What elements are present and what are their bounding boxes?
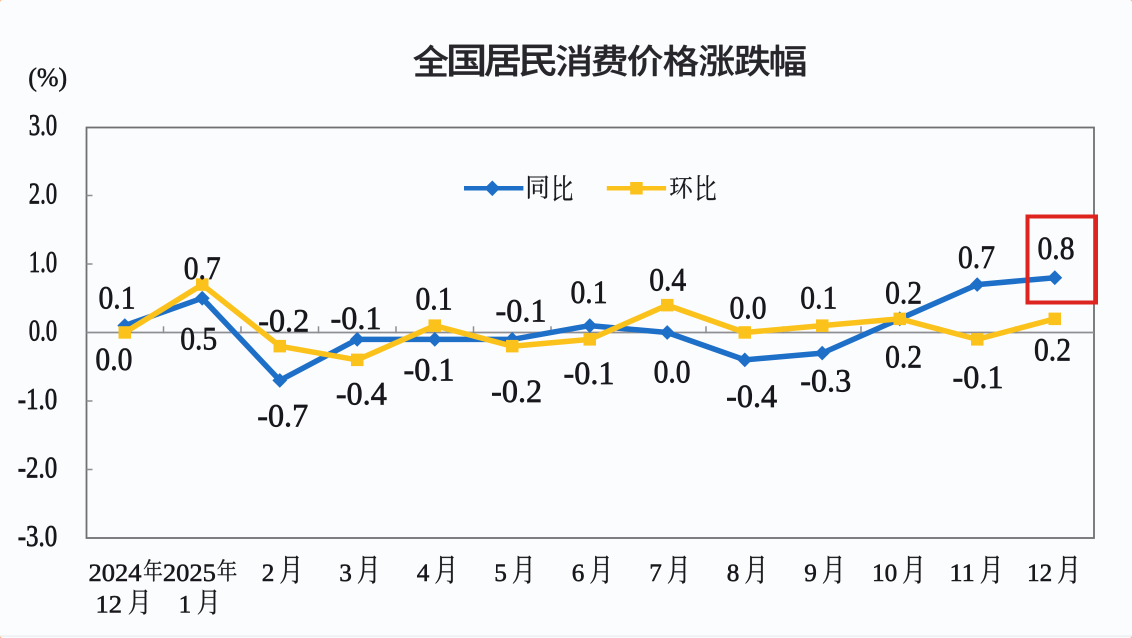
svg-text:0.1: 0.1 [571, 275, 608, 311]
svg-text:0.7: 0.7 [958, 240, 995, 276]
svg-text:-0.3: -0.3 [800, 363, 851, 399]
svg-text:0.5: 0.5 [180, 321, 217, 357]
svg-text:-0.1: -0.1 [496, 293, 547, 329]
svg-text:12: 12 [96, 591, 123, 619]
svg-text:0.1: 0.1 [99, 280, 136, 316]
svg-text:-0.4: -0.4 [726, 379, 777, 415]
svg-text:0.0: 0.0 [730, 291, 767, 327]
svg-text:-0.2: -0.2 [258, 303, 309, 339]
svg-text:0.8: 0.8 [1038, 231, 1075, 267]
svg-text:-3.0: -3.0 [18, 518, 58, 553]
svg-text:6: 6 [572, 559, 585, 587]
svg-text:11: 11 [950, 559, 975, 587]
svg-text:0.2: 0.2 [885, 275, 922, 311]
svg-text:9: 9 [804, 559, 817, 587]
svg-text:0.0: 0.0 [29, 313, 58, 348]
svg-text:2025: 2025 [163, 559, 216, 587]
svg-text:0.0: 0.0 [95, 342, 132, 378]
svg-text:7: 7 [649, 559, 662, 587]
svg-text:-0.7: -0.7 [257, 398, 308, 434]
svg-text:-0.1: -0.1 [404, 352, 455, 388]
svg-text:10: 10 [872, 559, 897, 587]
svg-text:2.0: 2.0 [29, 176, 58, 211]
svg-text:-0.4: -0.4 [336, 376, 387, 412]
svg-text:-0.1: -0.1 [953, 360, 1004, 396]
svg-text:-1.0: -1.0 [18, 381, 58, 416]
svg-text:12: 12 [1027, 559, 1052, 587]
svg-text:-0.1: -0.1 [331, 301, 382, 337]
svg-text:-0.1: -0.1 [564, 356, 615, 392]
svg-text:0.1: 0.1 [416, 281, 453, 317]
svg-text:3.0: 3.0 [29, 107, 58, 142]
svg-text:3: 3 [339, 559, 352, 587]
svg-text:8: 8 [727, 559, 740, 587]
svg-text:0.4: 0.4 [649, 262, 686, 298]
svg-text:2: 2 [262, 559, 275, 587]
svg-text:0.2: 0.2 [885, 339, 922, 375]
svg-text:0.7: 0.7 [184, 251, 221, 287]
svg-text:4: 4 [417, 559, 430, 587]
svg-text:1.0: 1.0 [29, 244, 58, 279]
svg-text:2024: 2024 [89, 559, 143, 587]
svg-text:1: 1 [179, 591, 192, 619]
svg-text:5: 5 [494, 559, 507, 587]
svg-text:0.2: 0.2 [1034, 332, 1071, 368]
svg-text:-0.2: -0.2 [491, 374, 542, 410]
svg-text:0.0: 0.0 [654, 354, 691, 390]
svg-text:-2.0: -2.0 [18, 450, 58, 485]
svg-text:0.1: 0.1 [800, 280, 837, 316]
svg-text:(%): (%) [28, 63, 67, 92]
